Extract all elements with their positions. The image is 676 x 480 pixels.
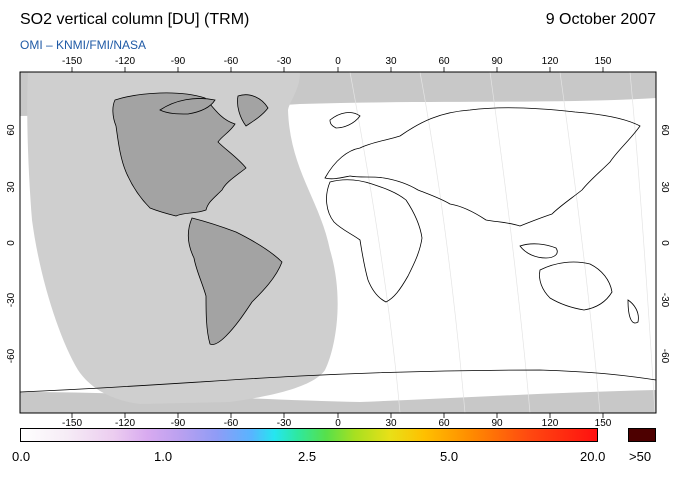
lat-label: 0 <box>659 240 670 246</box>
lon-label: 0 <box>335 56 341 67</box>
lon-label: -90 <box>171 56 186 67</box>
over-range-swatch <box>628 428 656 442</box>
color-scale-bar <box>20 428 598 442</box>
lon-label: 150 <box>595 56 612 67</box>
lat-label: -30 <box>659 293 670 308</box>
eastern-hemisphere-coastlines <box>324 107 641 324</box>
lat-labels-left: 60 30 0 -30 -60 <box>6 124 17 363</box>
scale-label: >50 <box>629 449 652 464</box>
lon-label: -30 <box>277 56 292 67</box>
lon-label: -150 <box>62 56 82 67</box>
scale-label: 2.5 <box>298 449 317 464</box>
lon-label: -90 <box>171 418 186 429</box>
americas-landmass <box>112 92 283 345</box>
scale-label: 5.0 <box>440 449 459 464</box>
lon-label: -120 <box>115 418 135 429</box>
lon-label: 30 <box>385 418 397 429</box>
lon-label: -60 <box>224 418 239 429</box>
lon-tick-marks <box>71 67 604 418</box>
map-date: 9 October 2007 <box>545 11 656 28</box>
lat-label: -60 <box>659 349 670 364</box>
scale-label: 1.0 <box>154 449 173 464</box>
night-region <box>27 72 338 404</box>
lat-label: 30 <box>6 181 17 193</box>
lon-label: 120 <box>542 418 559 429</box>
lon-labels-bottom: -150 -120 -90 -60 -30 0 30 60 90 120 150 <box>62 418 612 429</box>
lat-label: -60 <box>6 348 17 363</box>
lat-label: -30 <box>6 292 17 307</box>
lon-label: 150 <box>595 418 612 429</box>
lon-label: -60 <box>224 56 239 67</box>
lon-label: 90 <box>491 418 503 429</box>
lat-label: 30 <box>659 181 670 193</box>
lon-label: 0 <box>335 418 341 429</box>
lon-labels-top: -150 -120 -90 -60 -30 0 30 60 90 120 150 <box>62 56 612 67</box>
lat-labels-right: 60 30 0 -30 -60 <box>659 124 670 363</box>
scale-label: 0.0 <box>12 449 31 464</box>
map-title: SO2 vertical column [DU] (TRM) <box>20 11 250 28</box>
lon-label: -120 <box>115 56 135 67</box>
lon-label: 60 <box>438 56 450 67</box>
lat-label: 60 <box>659 124 670 136</box>
lat-label: 0 <box>6 240 17 246</box>
scale-label: 20.0 <box>580 449 606 464</box>
credit-line: OMI – KNMI/FMI/NASA <box>20 38 147 52</box>
lon-label: 30 <box>385 56 397 67</box>
orbit-tracks <box>349 71 656 414</box>
lon-label: -150 <box>62 418 82 429</box>
lon-label: 90 <box>491 56 503 67</box>
antarctica-coastline <box>19 369 657 393</box>
lon-label: 120 <box>542 56 559 67</box>
lon-label: -30 <box>277 418 292 429</box>
lon-label: 60 <box>438 418 450 429</box>
lat-label: 60 <box>6 124 17 136</box>
